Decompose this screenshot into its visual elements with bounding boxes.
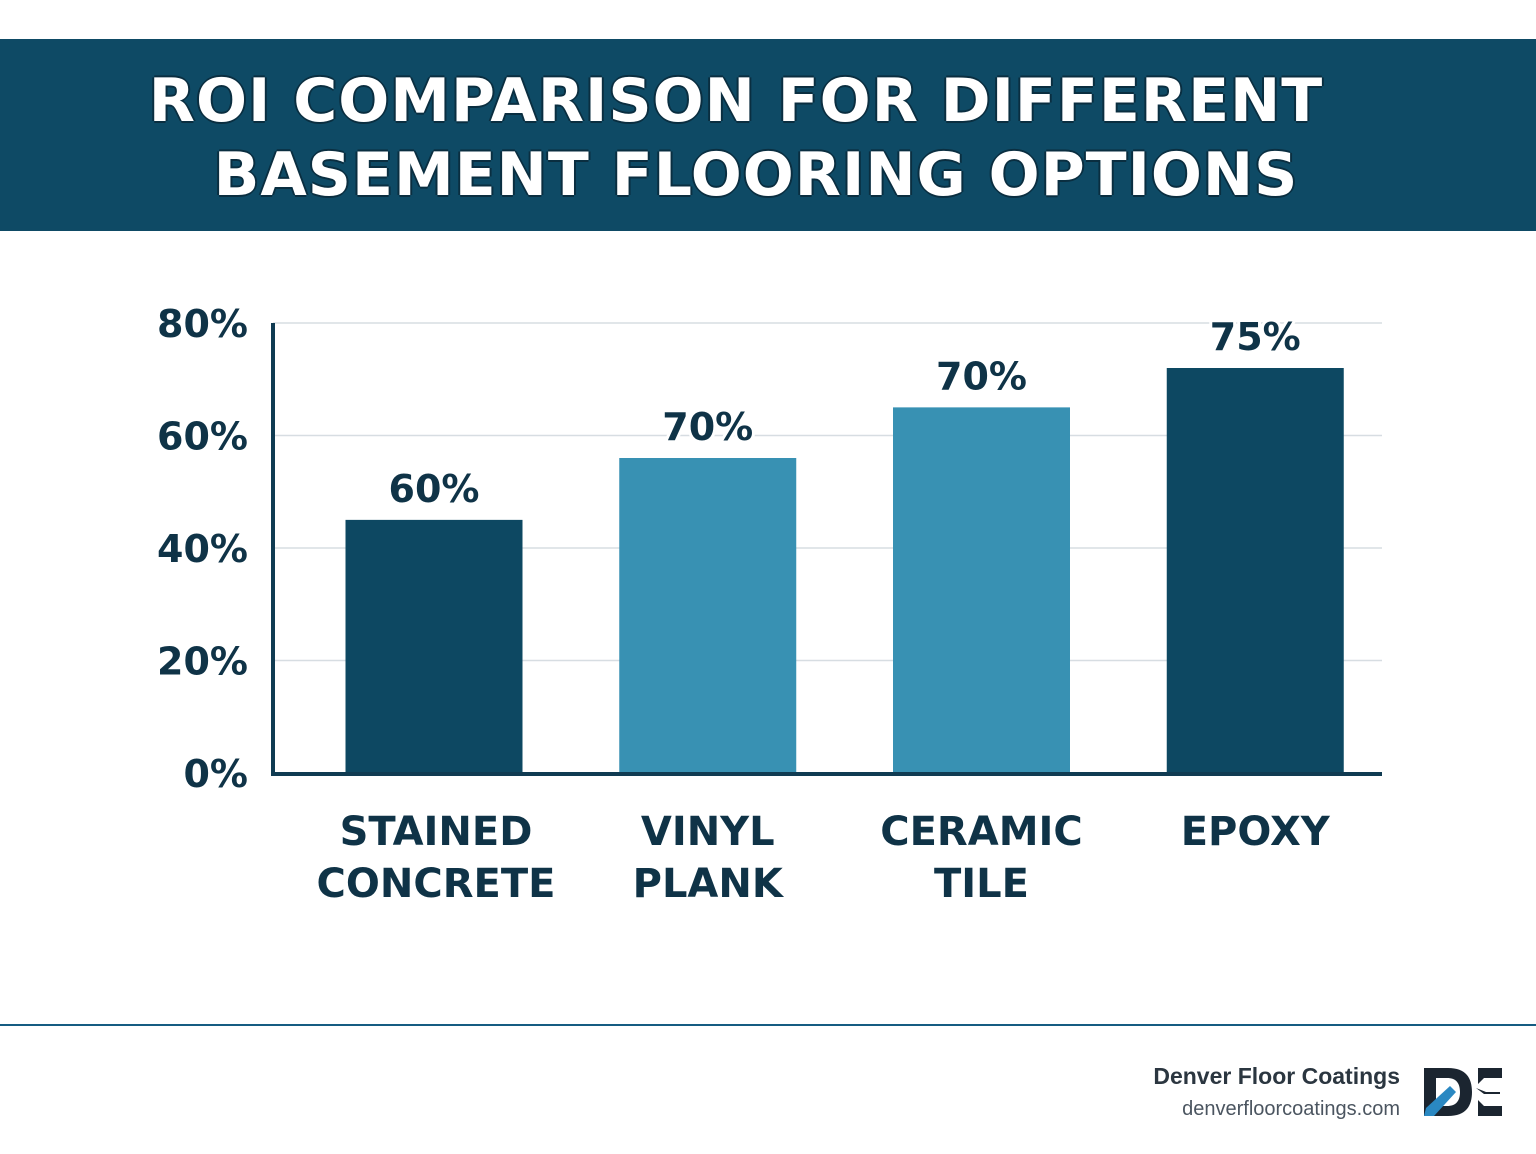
x-tick-label: CERAMIC (880, 809, 1082, 855)
y-tick-label: 60% (157, 415, 248, 459)
x-tick-label: CONCRETE (317, 861, 556, 907)
x-tick-label: PLANK (633, 861, 785, 907)
bar-data-label: 60% (389, 467, 480, 511)
chart-title-line-2: BASEMENT FLOORING OPTIONS (213, 140, 1299, 210)
brand-url: denverfloorcoatings.com (1182, 1098, 1400, 1120)
footer-divider (0, 1024, 1536, 1026)
bar-data-label: 75% (1210, 315, 1301, 359)
x-tick-label: EPOXY (1181, 809, 1331, 855)
brand-logo-icon (1424, 1068, 1502, 1116)
y-tick-label: 20% (157, 640, 248, 684)
x-tick-label: TILE (934, 861, 1029, 907)
y-tick-label: 80% (157, 302, 248, 346)
brand-name: Denver Floor Coatings (1153, 1063, 1400, 1089)
y-tick-label: 40% (157, 527, 248, 571)
x-tick-label: STAINED (340, 809, 533, 855)
bar-chart: 0% 20% 40% 60% 80% 60% STAINED CONCRETE 70% VINYL… (157, 302, 1382, 907)
title-banner (0, 39, 1536, 231)
bar (893, 407, 1070, 773)
bar (619, 458, 797, 773)
chart-title-line-1: ROI COMPARISON FOR DIFFERENT (148, 66, 1324, 136)
x-tick-label: VINYL (641, 809, 775, 855)
bar (1166, 368, 1344, 773)
bar (345, 519, 523, 773)
y-tick-label: 0% (183, 752, 248, 796)
bar-data-label: 70% (662, 405, 753, 449)
bar-data-label: 70% (936, 354, 1027, 398)
